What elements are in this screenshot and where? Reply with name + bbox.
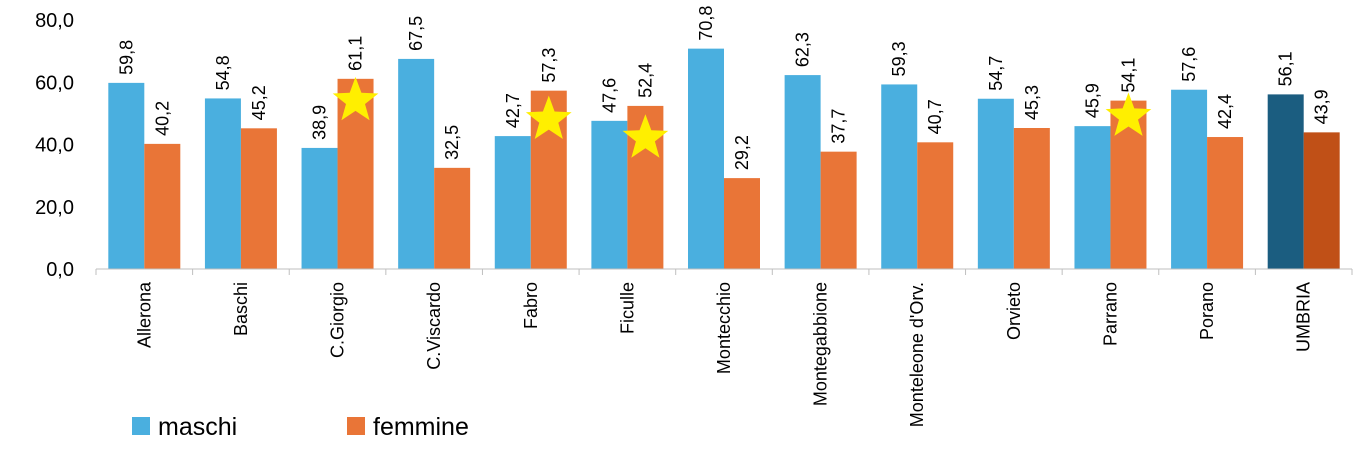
- data-label-femmine-montecchio: 29,2: [732, 135, 752, 170]
- data-label-maschi-umbria: 56,1: [1276, 51, 1296, 86]
- data-label-maschi-ficulle: 47,6: [599, 78, 619, 113]
- bar-maschi-fabro: [494, 136, 531, 269]
- data-label-maschi-parrano: 45,9: [1082, 83, 1102, 118]
- bar-maschi-monteleone-d-orv: [881, 84, 918, 270]
- category-label-porano: Porano: [1197, 282, 1217, 340]
- legend: maschi femmine: [132, 413, 469, 441]
- data-label-maschi-monteleone-d-orv: 59,3: [889, 41, 909, 76]
- star-markers: [332, 76, 1152, 158]
- y-tick-label: 0,0: [46, 259, 74, 281]
- y-tick-label: 60,0: [35, 72, 74, 94]
- legend-swatch-maschi: [132, 417, 150, 435]
- bar-femmine-c-viscardo: [434, 167, 471, 269]
- y-tick-label: 80,0: [35, 10, 74, 32]
- data-label-femmine-baschi: 45,2: [249, 85, 269, 120]
- category-label-c-viscardo: C.Viscardo: [424, 282, 444, 370]
- data-label-maschi-montegabbione: 62,3: [793, 32, 813, 67]
- data-label-femmine-allerona: 40,2: [152, 101, 172, 136]
- data-label-maschi-montecchio: 70,8: [696, 6, 716, 41]
- bar-maschi-c-viscardo: [398, 58, 435, 269]
- bar-femmine-montegabbione: [820, 151, 857, 269]
- bar-femmine-orvieto: [1013, 128, 1050, 269]
- category-label-montecchio: Montecchio: [714, 282, 734, 374]
- y-tick-label: 20,0: [35, 197, 74, 219]
- data-label-maschi-porano: 57,6: [1179, 47, 1199, 82]
- data-label-femmine-orvieto: 45,3: [1022, 85, 1042, 120]
- bar-femmine-porano: [1207, 137, 1244, 269]
- category-label-parrano: Parrano: [1100, 282, 1120, 346]
- data-label-femmine-monteleone-d-orv: 40,7: [925, 99, 945, 134]
- bar-maschi-porano: [1171, 89, 1208, 269]
- bar-maschi-baschi: [204, 98, 241, 269]
- bar-femmine-montecchio: [724, 178, 760, 269]
- category-label-allerona: Allerona: [134, 281, 154, 348]
- data-label-femmine-c-giorgio: 61,1: [346, 36, 366, 71]
- star-marker-fabro: [525, 95, 572, 139]
- star-marker-ficulle: [622, 114, 669, 158]
- bar-femmine-baschi: [240, 128, 277, 269]
- category-label-umbria: UMBRIA: [1294, 282, 1314, 352]
- bar-maschi-c-giorgio: [301, 147, 338, 269]
- category-label-monteleone-d-orv: Monteleone d'Orv.: [907, 282, 927, 427]
- y-axis-labels: 0,0 20,0 40,0 60,0 80,0: [35, 10, 74, 281]
- bar-maschi-umbria: [1267, 94, 1304, 269]
- category-label-ficulle: Ficulle: [617, 282, 637, 334]
- data-label-femmine-parrano: 54,1: [1118, 58, 1138, 93]
- bar-maschi-montecchio: [688, 48, 724, 270]
- data-label-femmine-fabro: 57,3: [539, 48, 559, 83]
- bar-femmine-monteleone-d-orv: [917, 142, 954, 269]
- bar-femmine-umbria: [1303, 132, 1340, 269]
- data-labels: 59,8 40,2 54,8 45,2 38,9 61,1 67,5 32,5 42,7 57,3…: [116, 6, 1331, 171]
- star-marker-c-giorgio: [332, 76, 379, 121]
- legend-label-maschi: maschi: [158, 413, 237, 441]
- category-labels: Allerona Baschi C.Giorgio C.Viscardo Fabro Fi…: [134, 281, 1313, 427]
- star-marker-parrano: [1105, 92, 1152, 136]
- data-label-femmine-c-viscardo: 32,5: [442, 125, 462, 160]
- bars: [108, 48, 1340, 270]
- data-label-maschi-allerona: 59,8: [116, 40, 136, 75]
- category-label-c-giorgio: C.Giorgio: [328, 282, 348, 358]
- data-label-femmine-ficulle: 52,4: [635, 63, 655, 98]
- category-label-montegabbione: Montegabbione: [811, 282, 831, 406]
- legend-swatch-femmine: [347, 417, 365, 435]
- data-label-femmine-umbria: 43,9: [1312, 89, 1332, 124]
- bar-maschi-ficulle: [591, 120, 628, 269]
- category-label-baschi: Baschi: [231, 282, 251, 336]
- y-tick-label: 40,0: [35, 135, 74, 157]
- bar-maschi-allerona: [108, 82, 145, 269]
- bar-femmine-allerona: [144, 143, 181, 269]
- category-label-fabro: Fabro: [521, 282, 541, 329]
- data-label-maschi-orvieto: 54,7: [986, 56, 1006, 91]
- bar-maschi-orvieto: [977, 98, 1014, 269]
- category-label-orvieto: Orvieto: [1004, 282, 1024, 340]
- data-label-maschi-baschi: 54,8: [213, 55, 233, 90]
- bar-maschi-montegabbione: [784, 75, 821, 269]
- legend-label-femmine: femmine: [373, 413, 469, 441]
- data-label-maschi-c-viscardo: 67,5: [406, 16, 426, 51]
- data-label-maschi-c-giorgio: 38,9: [310, 105, 330, 140]
- x-axis-ticks: [95, 269, 1353, 275]
- data-label-femmine-porano: 42,4: [1215, 94, 1235, 129]
- data-label-femmine-montegabbione: 37,7: [829, 109, 849, 144]
- bar-maschi-parrano: [1074, 126, 1111, 269]
- data-label-maschi-fabro: 42,7: [503, 93, 523, 128]
